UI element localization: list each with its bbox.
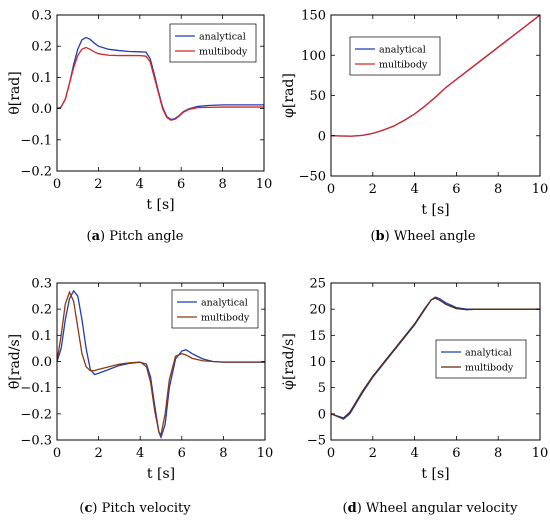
- legend-label-multibody: multibody: [201, 313, 250, 324]
- x-axis-label: t [s]: [421, 466, 449, 482]
- y-tick-label: 0.0: [31, 355, 52, 370]
- x-tick-label: 10: [256, 177, 273, 192]
- y-tick-label: −0.2: [20, 407, 52, 422]
- x-tick-label: 10: [532, 446, 549, 461]
- y-tick-label: 0: [318, 407, 326, 422]
- y-tick-label: 5: [318, 381, 326, 396]
- chart-panel-a: 0 2 4 6 8 10 −0.2 −0.1 0.0 0.1 0.2 0.3 t [s] θ[rad] an…: [7, 9, 272, 245]
- series-line-multibody: [331, 15, 540, 137]
- legend: analytical multibody: [169, 23, 257, 63]
- series-line-analytical: [331, 15, 540, 137]
- legend-box: [349, 36, 441, 76]
- plot-frame: [56, 14, 265, 172]
- x-tick-label: 4: [410, 182, 418, 197]
- y-axis-label: θ̇[rad/s]: [7, 334, 23, 389]
- panel-letter: a: [92, 229, 101, 244]
- legend: analytical multibody: [171, 289, 259, 329]
- x-tick-label: 8: [218, 177, 226, 192]
- y-axis-label: φ̇[rad/s]: [281, 333, 297, 390]
- y-axis-label: θ[rad]: [7, 71, 23, 114]
- panel-caption: (b) Wheel angle: [370, 229, 475, 244]
- x-tick-label: 6: [177, 177, 185, 192]
- x-tick-label: 8: [494, 182, 502, 197]
- y-tick-label: −0.1: [20, 381, 52, 396]
- y-tick-label: 0.3: [31, 9, 52, 24]
- x-tick-label: 0: [327, 182, 335, 197]
- legend: analytical multibody: [435, 339, 527, 379]
- y-tick-label: 25: [309, 277, 326, 292]
- x-tick-label: 2: [94, 177, 102, 192]
- y-tick-label: −5: [307, 434, 326, 449]
- legend-box: [171, 289, 259, 329]
- y-tick-label: −0.3: [20, 434, 52, 449]
- y-tick-label: 10: [309, 355, 326, 370]
- y-tick-label: −0.2: [20, 165, 52, 180]
- legend-label-multibody: multibody: [465, 363, 514, 374]
- panel-caption: (a) Pitch angle: [87, 229, 184, 244]
- series-line-multibody: [57, 290, 265, 437]
- panel-letter: b: [376, 229, 385, 244]
- x-tick-label: 0: [53, 446, 61, 461]
- x-tick-label: 6: [452, 446, 460, 461]
- y-tick-label: 150: [301, 9, 326, 24]
- legend-label-analytical: analytical: [465, 348, 512, 359]
- panel-caption: (c) Pitch velocity: [79, 501, 191, 516]
- legend-box: [169, 23, 257, 63]
- x-tick-label: 4: [136, 446, 144, 461]
- legend-box: [435, 339, 527, 379]
- y-tick-label: 0.3: [31, 277, 52, 292]
- legend-label-multibody: multibody: [379, 60, 428, 71]
- y-tick-label: 50: [309, 89, 326, 104]
- panel-letter: d: [348, 501, 357, 516]
- y-tick-label: −0.1: [20, 133, 52, 148]
- panel-caption: (d) Wheel angular velocity: [343, 501, 519, 516]
- x-tick-label: 8: [219, 446, 227, 461]
- y-tick-label: 100: [301, 49, 326, 64]
- legend-label-analytical: analytical: [201, 298, 248, 309]
- y-tick-label: −50: [299, 170, 326, 185]
- x-tick-label: 0: [53, 177, 61, 192]
- series-line-analytical: [57, 289, 265, 440]
- chart-panel-c: 0 2 4 6 8 10 −0.3 −0.2 −0.1 0.0 0.1 0.2 0.3 t [s] θ̇[r…: [7, 277, 273, 517]
- x-tick-label: 8: [494, 446, 502, 461]
- x-tick-label: 0: [327, 446, 335, 461]
- y-tick-label: 0.2: [31, 303, 52, 318]
- y-tick-label: 0.1: [31, 71, 52, 86]
- x-tick-label: 2: [94, 446, 102, 461]
- x-tick-label: 4: [136, 177, 144, 192]
- x-tick-label: 2: [369, 446, 377, 461]
- y-tick-label: 0.0: [31, 102, 52, 117]
- legend-label-analytical: analytical: [199, 32, 246, 43]
- y-tick-label: 0.1: [31, 329, 52, 344]
- legend-label-multibody: multibody: [199, 47, 248, 58]
- y-tick-label: 15: [309, 329, 326, 344]
- x-axis-label: t [s]: [147, 466, 175, 482]
- legend-label-analytical: analytical: [379, 45, 426, 56]
- y-tick-label: 20: [309, 303, 326, 318]
- x-tick-label: 10: [532, 182, 549, 197]
- x-tick-label: 6: [178, 446, 186, 461]
- series-line-multibody: [331, 297, 540, 419]
- x-tick-label: 4: [410, 446, 418, 461]
- x-tick-label: 6: [452, 182, 460, 197]
- series-line-multibody: [57, 46, 264, 121]
- y-tick-label: 0.2: [31, 40, 52, 55]
- y-tick-label: 0: [318, 129, 326, 144]
- x-axis-label: t [s]: [421, 202, 449, 218]
- y-axis-label: φ[rad]: [281, 73, 297, 118]
- legend: analytical multibody: [349, 36, 441, 76]
- x-tick-label: 2: [369, 182, 377, 197]
- x-tick-label: 10: [257, 446, 274, 461]
- panel-letter: c: [85, 501, 93, 516]
- x-axis-label: t [s]: [146, 197, 174, 213]
